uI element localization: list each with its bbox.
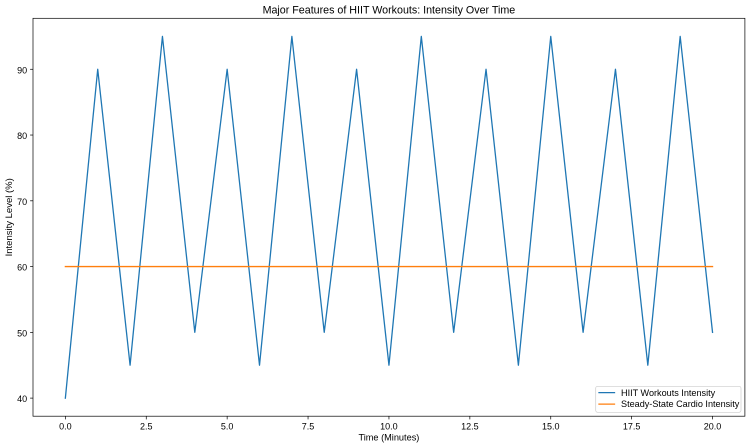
svg-text:15.0: 15.0: [542, 421, 560, 431]
svg-text:HIIT Workouts Intensity: HIIT Workouts Intensity: [621, 388, 716, 398]
svg-text:20.0: 20.0: [704, 421, 722, 431]
svg-text:60: 60: [17, 263, 27, 273]
svg-text:Major Features of HIIT Workout: Major Features of HIIT Workouts: Intensi…: [263, 5, 516, 17]
svg-text:80: 80: [17, 131, 27, 141]
svg-text:12.5: 12.5: [461, 421, 479, 431]
svg-text:50: 50: [17, 328, 27, 338]
svg-text:10.0: 10.0: [380, 421, 398, 431]
svg-text:7.5: 7.5: [302, 421, 315, 431]
svg-text:70: 70: [17, 197, 27, 207]
svg-text:17.5: 17.5: [623, 421, 641, 431]
svg-text:Time (Minutes): Time (Minutes): [358, 432, 419, 442]
svg-text:40: 40: [17, 394, 27, 404]
svg-text:0.0: 0.0: [59, 421, 72, 431]
svg-text:2.5: 2.5: [140, 421, 153, 431]
svg-text:Steady-State Cardio Intensity: Steady-State Cardio Intensity: [621, 399, 740, 409]
svg-text:90: 90: [17, 65, 27, 75]
svg-text:Intensity Level (%): Intensity Level (%): [4, 178, 15, 256]
svg-text:5.0: 5.0: [221, 421, 234, 431]
